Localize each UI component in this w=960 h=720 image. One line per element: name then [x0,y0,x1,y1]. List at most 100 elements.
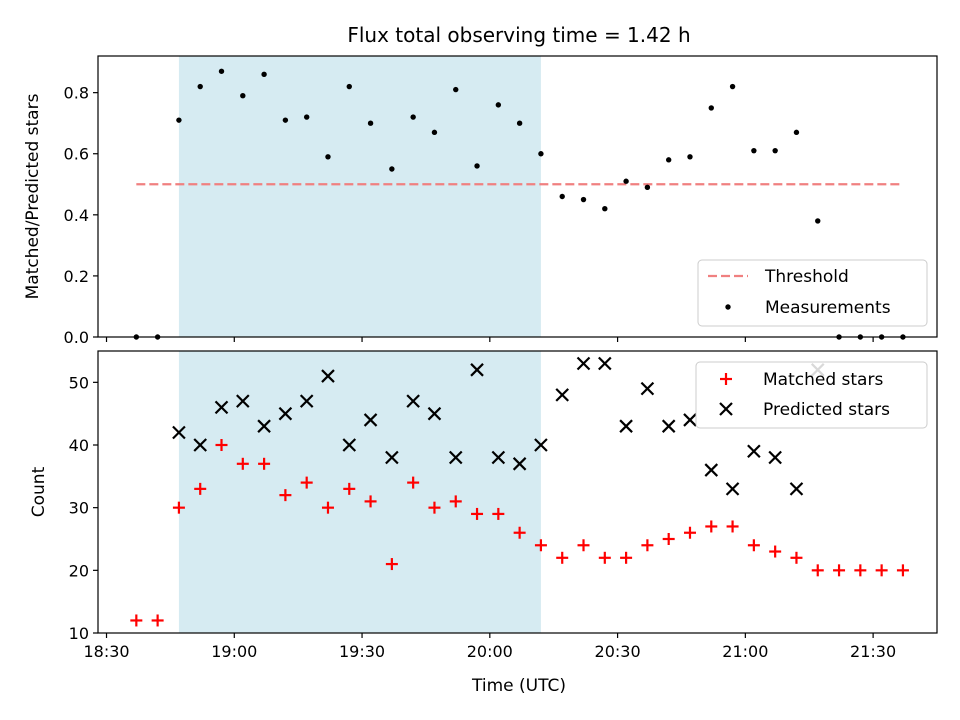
predicted-point-24 [683,413,697,427]
top-y-tick-label-4: 0.8 [64,84,89,103]
bottom-legend: Matched stars Predicted stars [695,361,928,429]
top-observing-window [178,56,541,337]
top-axes-frame [97,55,938,338]
bottom-y-axis-label: Count [29,466,49,517]
bottom-x-tick-label-1: 19:00 [211,642,257,661]
matched-point-3 [194,482,207,495]
matched-point-34 [854,564,867,577]
bottom-x-ticks: 18:30 19:00 19:30 20:00 20:30 21:00 21:30 [83,633,896,661]
predicted-point-13 [448,450,463,465]
measurement-point-28 [729,83,736,90]
matched-point-1 [151,614,164,627]
legend-predicted-label: Predicted stars [763,400,890,420]
predicted-point-4 [257,419,271,433]
predicted-point-14 [470,363,484,377]
predicted-point-2 [214,400,229,415]
predicted-point-3 [236,394,250,408]
bottom-y-tick-label-1: 20 [69,561,89,580]
top-legend: Threshold Measurements [697,259,928,327]
matched-point-20 [556,551,569,564]
measurement-point-2 [176,117,182,123]
matched-point-4 [215,439,228,451]
top-y-tick-label-1: 0.2 [64,267,89,286]
matched-point-14 [428,501,441,514]
bottom-x-tick-label-2: 19:30 [339,642,385,661]
predicted-point-27 [747,444,761,459]
matched-point-28 [726,520,739,533]
predicted-point-20 [598,356,612,371]
bottom-x-tick-label-0: 18:30 [83,642,129,661]
matched-point-7 [279,489,292,502]
bottom-y-ticks: 10 20 30 40 50 [69,373,98,643]
predicted-point-9 [363,413,378,427]
measurement-point-21 [580,196,587,203]
bottom-y-tick-label-2: 30 [69,499,89,518]
predicted-point-6 [299,394,314,408]
bottom-y-tick-label-0: 10 [69,624,89,643]
top-measurement-points [133,68,906,340]
bottom-legend-box [695,361,928,429]
measurement-point-6 [261,71,267,78]
bottom-y-tick-label-4: 50 [69,373,89,392]
bottom-matched-points [130,439,909,627]
bottom-x-tick-label-3: 20:00 [467,642,513,661]
predicted-point-7 [321,369,335,383]
measurement-point-4 [218,68,225,74]
bottom-x-tick-label-5: 21:00 [722,642,768,661]
predicted-point-8 [342,438,357,452]
measurement-point-23 [623,178,629,184]
predicted-point-16 [512,457,527,471]
measurement-point-31 [793,129,800,136]
matched-point-13 [407,476,420,489]
matched-point-5 [236,457,249,470]
predicted-point-21 [619,419,633,433]
measurement-point-30 [772,147,778,154]
predicted-point-18 [555,388,569,402]
top-legend-box [697,259,928,327]
measurement-point-19 [538,151,544,157]
predicted-point-22 [640,381,655,396]
measurement-point-29 [751,147,757,154]
predicted-point-25 [704,463,719,477]
top-y-tick-label-2: 0.4 [64,206,89,225]
measurement-point-15 [453,86,459,93]
top-x-ticks [105,337,874,342]
matched-point-11 [364,495,377,508]
bottom-y-tick-label-3: 40 [69,436,89,455]
measurement-point-8 [303,114,310,120]
measurement-point-3 [197,83,203,90]
predicted-point-5 [278,406,293,421]
measurement-point-32 [815,218,821,224]
legend-predicted-swatch [719,402,733,416]
matched-point-21 [577,539,590,552]
matched-point-8 [300,476,313,489]
measurement-point-18 [516,120,523,126]
bottom-x-tick-label-6: 21:30 [850,642,896,661]
matched-point-9 [321,501,334,514]
measurement-point-12 [389,166,395,172]
matched-point-0 [130,614,143,627]
bottom-x-axis-label: Time (UTC) [471,676,566,696]
matched-point-35 [875,564,888,577]
legend-measurements-swatch [725,304,731,310]
measurement-point-14 [431,129,438,136]
measurement-point-11 [367,120,374,126]
matched-point-32 [811,564,824,577]
predicted-point-19 [576,356,591,371]
measurement-point-27 [708,105,714,111]
predicted-point-12 [427,406,442,421]
predicted-point-0 [172,425,186,440]
measurement-point-13 [410,114,416,120]
matched-point-17 [492,507,505,520]
matched-point-26 [683,526,696,539]
measurement-point-9 [325,154,331,160]
bottom-panel: 10 20 30 40 50 18:30 19:00 19:30 20:00 20:30 21:0… [29,350,938,696]
matched-point-2 [172,501,185,514]
predicted-point-10 [385,450,399,465]
predicted-point-1 [193,438,207,452]
matched-point-27 [705,520,718,533]
measurement-point-20 [559,193,565,200]
measurement-point-22 [602,206,608,212]
top-y-tick-label-3: 0.6 [64,145,89,164]
